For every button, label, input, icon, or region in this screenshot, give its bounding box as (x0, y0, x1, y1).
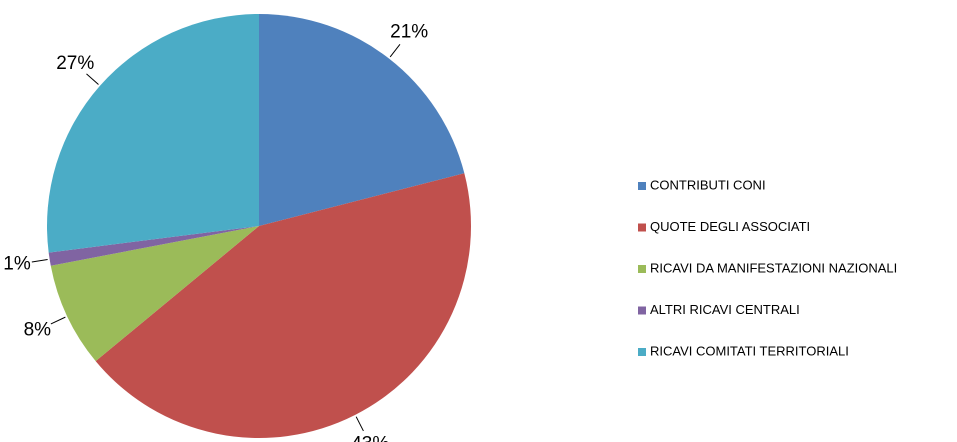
pie-slice (95, 173, 472, 439)
pie-slice (50, 226, 260, 362)
legend-swatch (638, 223, 646, 232)
legend-swatch (638, 348, 646, 356)
data-label: 27% (56, 53, 94, 74)
pie-slice (46, 14, 259, 253)
leader-line (86, 73, 99, 85)
data-label: 21% (390, 21, 428, 42)
pie-slice (259, 14, 465, 226)
legend-label: RICAVI DA MANIFESTAZIONI NAZIONALI (650, 260, 897, 275)
legend-swatch (638, 182, 646, 190)
legend-swatch (638, 306, 646, 315)
legend-label: ALTRI RICAVI CENTRALI (650, 302, 800, 317)
legend-label: RICAVI COMITATI TERRITORIALI (650, 343, 849, 358)
legend-label: CONTRIBUTI CONI (650, 177, 766, 192)
leader-line (389, 43, 401, 58)
legend-label: QUOTE DEGLI ASSOCIATI (650, 219, 810, 234)
data-label: 1% (3, 253, 31, 274)
pie-slice (48, 226, 259, 266)
legend-swatch (638, 265, 646, 273)
leader-line (355, 416, 364, 432)
data-label: 8% (24, 319, 52, 340)
leader-line (31, 258, 48, 263)
leader-line (50, 316, 66, 325)
data-label: 43% (351, 433, 389, 442)
